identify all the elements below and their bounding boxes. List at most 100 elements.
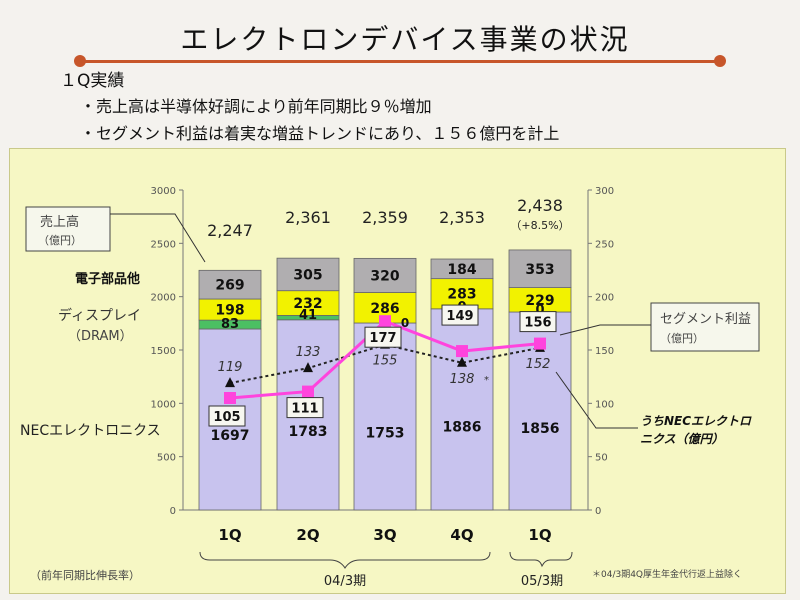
bar-value-other: 0 (535, 303, 544, 318)
segment-profit-marker (456, 345, 468, 358)
slide-title: エレクトロンデバイス事業の状況 (180, 23, 630, 56)
nec-profit-marker (225, 377, 235, 388)
bar-segment (353, 322, 417, 511)
bullet-profit: ・セグメント利益は着実な増益トレンドにあり、１５６億円を計上 (80, 124, 560, 143)
nec-profit-label: 155 (373, 354, 398, 369)
segment-profit-marker (379, 315, 391, 328)
y-right-tick-label: 300 (595, 186, 614, 197)
bar-segment (198, 269, 262, 300)
segment-callout-unit: （億円） (660, 332, 704, 345)
y-left-tick-label: 1000 (151, 399, 176, 410)
bar-value-display: 198 (215, 303, 244, 319)
segment-callout-leader (559, 324, 651, 336)
y-left-tick-label: 2000 (151, 293, 176, 304)
segment-profit-label-box (441, 304, 479, 326)
bar-segment (430, 258, 494, 280)
bar-total: 2,353 (439, 208, 485, 227)
bar-value-nec: 1783 (289, 424, 328, 440)
nec-profit-marker (457, 356, 467, 367)
nec-callout-unit: ニクス（億円） (640, 432, 724, 446)
row-label-dram: （DRAM） (68, 329, 133, 344)
segment-profit-label-box (519, 311, 557, 333)
nec-profit-label: 152 (526, 357, 551, 372)
y-left-tick-label: 0 (170, 506, 176, 517)
segment-profit-marker (224, 392, 236, 404)
x-tick-label: 4Q (450, 526, 473, 544)
title-rule (80, 60, 720, 63)
bar-value-components: 320 (370, 268, 399, 284)
bar-value-display: 286 (370, 301, 399, 317)
segment-profit-label: 177 (369, 331, 396, 346)
growth-note: （+8.5%） (510, 219, 569, 232)
sales-callout-title: 売上高 (40, 214, 79, 230)
bar-value-components: 305 (293, 267, 322, 283)
bar-value-nec: 1886 (443, 420, 482, 436)
nec-profit-label: 138 (450, 372, 475, 387)
y-right-tick-label: 0 (595, 506, 601, 517)
period-label-05: 05/3期 (521, 574, 563, 589)
y-right-tick-label: 250 (595, 239, 614, 250)
segment-profit-label: 105 (213, 410, 240, 425)
bar-value-display: 283 (447, 287, 476, 303)
segment-profit-label-box (208, 405, 246, 427)
bar-segment (430, 278, 494, 310)
y-left-tick-label: 1500 (151, 346, 176, 357)
sales-callout-unit: （億円） (38, 234, 82, 247)
title-rule-right-dot (714, 55, 726, 67)
sales-callout-leader (110, 213, 206, 263)
bar-total: 2,361 (285, 208, 331, 227)
bar-value-display: 232 (293, 296, 322, 312)
segment-callout-title: セグメント利益 (660, 312, 751, 327)
y-right-tick-label: 50 (595, 453, 608, 464)
y-right-tick-label: 100 (595, 399, 614, 410)
x-tick-label: 1Q (218, 526, 241, 544)
bar-total: 2,247 (207, 221, 253, 240)
bar-value-nec: 1697 (211, 428, 250, 444)
bar-value-zero: 0 (401, 316, 409, 330)
bar-segment (276, 257, 340, 292)
nec-callout-title: うちNECエレクトロ (640, 414, 752, 428)
segment-profit-label: 149 (446, 309, 473, 324)
bar-segment (508, 249, 572, 289)
row-label-components: 電子部品他 (75, 271, 140, 287)
segment-profit-marker (302, 385, 314, 398)
bar-value-components: 269 (215, 278, 244, 294)
bar-total: 2,359 (362, 208, 408, 227)
bar-value-components: 184 (447, 262, 476, 278)
segment-profit-label: 111 (291, 402, 318, 417)
nec-profit-line (229, 343, 541, 385)
y-right-tick-label: 200 (595, 293, 614, 304)
x-tick-label: 1Q (528, 526, 551, 544)
segment-profit-label-box (364, 326, 402, 348)
segment-callout-box (650, 302, 760, 352)
period-brace-05 (509, 551, 573, 568)
period-brace-04 (199, 551, 491, 569)
summary-heading: １Q実績 (60, 71, 125, 91)
period-label-04: 04/3期 (324, 574, 366, 589)
footnote-growth: （前年同期比伸長率） (30, 568, 140, 582)
bar-value-components: 353 (525, 262, 554, 278)
bar-segment (430, 308, 494, 511)
row-label-nec: NECエレクトロニクス (20, 423, 161, 439)
bar-total: 2,438 (517, 196, 563, 215)
y-left-tick-label: 500 (157, 453, 176, 464)
nec-profit-label: 119 (218, 360, 243, 375)
y-left-tick-label: 3000 (151, 186, 176, 197)
bar-value-display: 229 (525, 293, 554, 309)
asterisk-mark: * (484, 375, 489, 386)
bar-value-other: 83 (221, 317, 239, 332)
nec-profit-label: 133 (296, 345, 321, 360)
footnote-right: ＊04/3期4Q厚生年金代行返上益除く (592, 568, 742, 580)
x-tick-label: 2Q (296, 526, 319, 544)
x-tick-label: 3Q (373, 526, 396, 544)
segment-profit-label: 156 (524, 316, 551, 331)
nec-profit-marker (303, 362, 313, 373)
y-right-tick-label: 150 (595, 346, 614, 357)
bar-segment (353, 257, 417, 293)
bar-value-other: 41 (299, 308, 317, 323)
sales-callout-box (25, 206, 111, 252)
bar-value-nec: 1753 (366, 425, 405, 441)
bullet-sales: ・売上高は半導体好調により前年同期比９％増加 (80, 97, 432, 116)
